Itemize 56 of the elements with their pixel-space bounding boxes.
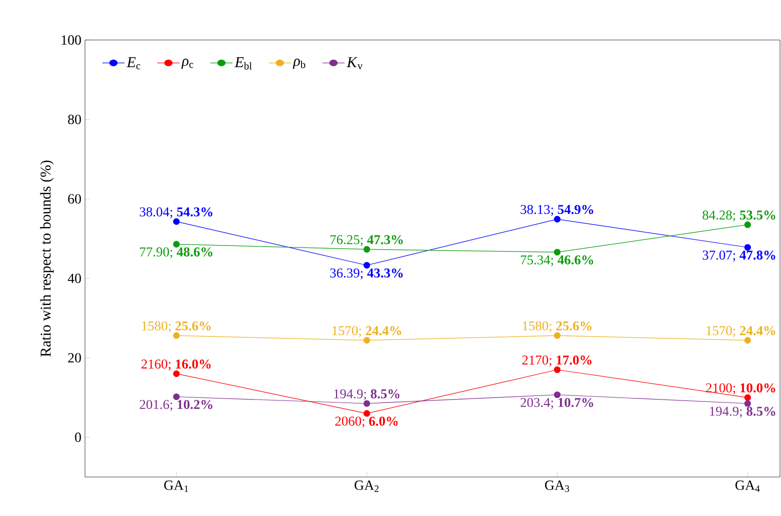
- data-label: 36.39; 43.3%: [330, 268, 403, 280]
- point: [364, 262, 370, 269]
- point: [554, 216, 561, 222]
- x-tick-label: GA$_{1}$: [164, 480, 188, 492]
- point: [554, 366, 561, 374]
- x-tick-label: GA$_{3}$: [545, 480, 570, 492]
- data-label: 194.9; 8.5%: [334, 389, 400, 400]
- y-tick-label: 20: [68, 353, 81, 363]
- legend-label: E$_{bl}$: [234, 57, 252, 70]
- legend-label: K$_{v}$: [346, 57, 363, 70]
- point: [554, 391, 561, 398]
- point: [173, 218, 180, 225]
- data-label: 76.25; 47.3%: [330, 235, 403, 246]
- data-label: 1570; 24.4%: [706, 326, 776, 338]
- data-label: 77.90; 48.6%: [140, 247, 212, 258]
- data-label: 2060; 6.0%: [335, 416, 398, 428]
- data-label: 37.07; 47.8%: [702, 250, 776, 262]
- data-label: 2170; 17.0%: [522, 356, 592, 367]
- point: [744, 337, 751, 344]
- data-label: 203.4; 10.7%: [520, 398, 594, 409]
- y-tick-label: 100: [62, 35, 81, 45]
- data-label: 1580; 25.6%: [522, 321, 592, 332]
- point: [364, 400, 370, 407]
- point: [364, 337, 370, 344]
- x-tick-label: GA$_{4}$: [735, 480, 760, 492]
- point: [173, 332, 180, 339]
- data-label: 2160; 16.0%: [142, 359, 211, 371]
- data-label: 38.04; 54.3%: [140, 207, 212, 218]
- y-tick-label: 60: [68, 194, 81, 204]
- data-label: 194.9; 8.5%: [710, 406, 776, 418]
- point: [744, 400, 751, 407]
- y-axis-title: Ratio with respect to bounds (%): [40, 160, 54, 357]
- point: [744, 394, 751, 401]
- legend-label: ρ$_{c}$: [181, 58, 194, 69]
- legend-label: ρ$_{b}$: [292, 58, 306, 69]
- point: [744, 244, 751, 251]
- point: [744, 221, 751, 228]
- y-tick-label: 0: [75, 432, 81, 442]
- data-label: 2100; 10.0%: [706, 383, 776, 394]
- point: [173, 240, 180, 248]
- y-tick-label: 80: [68, 114, 81, 124]
- point: [554, 248, 561, 256]
- legend-label: E$_{c}$: [126, 57, 140, 70]
- data-label: 1580; 25.6%: [142, 321, 211, 332]
- x-tick-label: GA$_{2}$: [354, 480, 379, 492]
- y-tick-label: 40: [68, 274, 81, 284]
- point: [364, 246, 370, 253]
- point: [554, 332, 561, 339]
- data-label: 38.13; 54.9%: [520, 204, 594, 216]
- data-label: 201.6; 10.2%: [140, 400, 212, 411]
- data-label: 1570; 24.4%: [332, 326, 402, 338]
- data-label: 75.34; 46.6%: [520, 255, 594, 266]
- point: [173, 393, 180, 400]
- data-label: 84.28; 53.5%: [702, 210, 776, 222]
- point: [173, 370, 180, 378]
- point: [364, 410, 370, 417]
